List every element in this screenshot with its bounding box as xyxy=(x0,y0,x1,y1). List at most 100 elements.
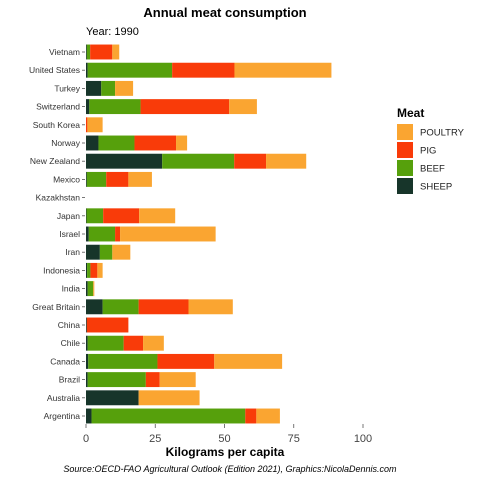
bar-poultry-australia xyxy=(138,390,200,406)
bar-poultry-india xyxy=(93,281,95,297)
bar-sheep-mexico xyxy=(86,171,87,187)
bar-pig-norway xyxy=(134,135,177,151)
bar-beef-indonesia xyxy=(87,262,91,278)
bar-beef-new-zealand xyxy=(162,153,235,169)
bar-beef-argentina xyxy=(91,408,246,424)
bar-pig-mexico xyxy=(106,171,129,187)
bar-poultry-japan xyxy=(139,208,176,224)
legend-label-pig: PIG xyxy=(420,146,436,157)
y-tick-label: Argentina xyxy=(44,411,81,421)
bar-poultry-chile xyxy=(143,335,164,351)
bar-poultry-switzerland xyxy=(229,99,257,115)
bar-sheep-israel xyxy=(86,226,89,242)
bar-sheep-argentina xyxy=(86,408,92,424)
bar-sheep-china xyxy=(86,317,87,333)
y-tick-label: Japan xyxy=(57,211,80,221)
y-axis: Vietnam United States Turkey Switzerland Sou… xyxy=(29,47,85,421)
y-tick-label: Vietnam xyxy=(49,47,80,57)
bar-poultry-norway xyxy=(176,135,188,151)
legend-title: Meat xyxy=(397,106,424,120)
chart-caption: Source:OECD-FAO Agricultural Outlook (Ed… xyxy=(63,464,397,474)
legend-label-poultry: POULTRY xyxy=(420,128,465,139)
bar-sheep-brazil xyxy=(86,372,88,388)
x-tick-label: 50 xyxy=(218,433,230,445)
bar-sheep-norway xyxy=(86,135,99,151)
legend-swatch-sheep xyxy=(397,178,413,194)
y-tick-label: Iran xyxy=(65,247,80,257)
bar-pig-south-korea xyxy=(86,117,88,133)
legend-label-beef: BEEF xyxy=(420,164,445,175)
bar-pig-china xyxy=(86,317,129,333)
bar-beef-norway xyxy=(98,135,135,151)
bar-pig-great-britain xyxy=(138,299,189,315)
bar-sheep-canada xyxy=(86,353,89,369)
bar-pig-new-zealand xyxy=(234,153,267,169)
x-tick-label: 25 xyxy=(149,433,161,445)
y-tick-label: Kazakhstan xyxy=(36,193,81,203)
bar-beef-switzerland xyxy=(89,99,141,115)
bar-poultry-great-britain xyxy=(188,299,233,315)
bar-sheep-united-states xyxy=(86,62,88,78)
bar-beef-india xyxy=(87,281,94,297)
bar-sheep-chile xyxy=(86,335,88,351)
y-tick-label: Indonesia xyxy=(43,265,80,275)
legend: Meat POULTRY PIG BEEF SHEEP xyxy=(397,106,465,194)
bar-poultry-south-korea xyxy=(87,117,103,133)
bar-beef-mexico xyxy=(86,171,107,187)
bar-beef-turkey xyxy=(101,80,116,96)
y-tick-label: Switzerland xyxy=(36,102,80,112)
y-tick-label: Turkey xyxy=(54,83,80,93)
bar-beef-brazil xyxy=(87,372,146,388)
bar-beef-israel xyxy=(88,226,116,242)
legend-label-sheep: SHEEP xyxy=(420,182,452,193)
y-tick-label: Great Britain xyxy=(32,302,80,312)
bar-pig-vietnam xyxy=(90,44,113,60)
y-tick-label: Brazil xyxy=(59,375,80,385)
bar-poultry-argentina xyxy=(256,408,280,424)
legend-swatch-pig xyxy=(397,142,413,158)
bar-sheep-india xyxy=(86,281,88,297)
bar-pig-indonesia xyxy=(90,262,98,278)
legend-swatch-beef xyxy=(397,160,413,176)
bar-pig-chile xyxy=(123,335,144,351)
bar-poultry-iran xyxy=(112,244,131,260)
bar-beef-japan xyxy=(86,208,104,224)
bar-pig-united-states xyxy=(172,62,235,78)
bar-sheep-turkey xyxy=(86,80,102,96)
bar-poultry-turkey xyxy=(115,80,134,96)
bar-pig-israel xyxy=(115,226,121,242)
y-tick-label: Mexico xyxy=(53,174,80,184)
bar-sheep-indonesia xyxy=(86,262,88,278)
plot-area xyxy=(86,44,332,424)
x-tick-label: 0 xyxy=(83,433,89,445)
y-tick-label: Canada xyxy=(50,356,80,366)
y-tick-label: Israel xyxy=(59,229,80,239)
y-tick-label: Norway xyxy=(51,138,81,148)
x-axis: 0 25 50 75 100 xyxy=(83,424,372,445)
bar-beef-vietnam xyxy=(86,44,91,60)
y-tick-label: China xyxy=(58,320,80,330)
bar-poultry-new-zealand xyxy=(266,153,307,169)
bar-beef-united-states xyxy=(87,62,173,78)
bar-sheep-australia xyxy=(86,390,139,406)
y-tick-label: India xyxy=(62,284,81,294)
bar-poultry-vietnam xyxy=(112,44,120,60)
bar-poultry-indonesia xyxy=(97,262,103,278)
bar-pig-argentina xyxy=(245,408,257,424)
bar-sheep-japan xyxy=(86,208,87,224)
x-tick-label: 75 xyxy=(288,433,300,445)
bar-poultry-canada xyxy=(214,353,283,369)
bar-beef-great-britain xyxy=(102,299,139,315)
chart-title: Annual meat consumption xyxy=(143,5,306,20)
bar-poultry-mexico xyxy=(128,171,152,187)
legend-swatch-poultry xyxy=(397,124,413,140)
x-tick-label: 100 xyxy=(354,433,372,445)
bar-beef-chile xyxy=(87,335,124,351)
bar-sheep-switzerland xyxy=(86,99,90,115)
bar-sheep-great-britain xyxy=(86,299,103,315)
bar-sheep-new-zealand xyxy=(86,153,163,169)
bar-poultry-united-states xyxy=(234,62,332,78)
bar-pig-brazil xyxy=(145,372,160,388)
bar-poultry-brazil xyxy=(159,372,196,388)
